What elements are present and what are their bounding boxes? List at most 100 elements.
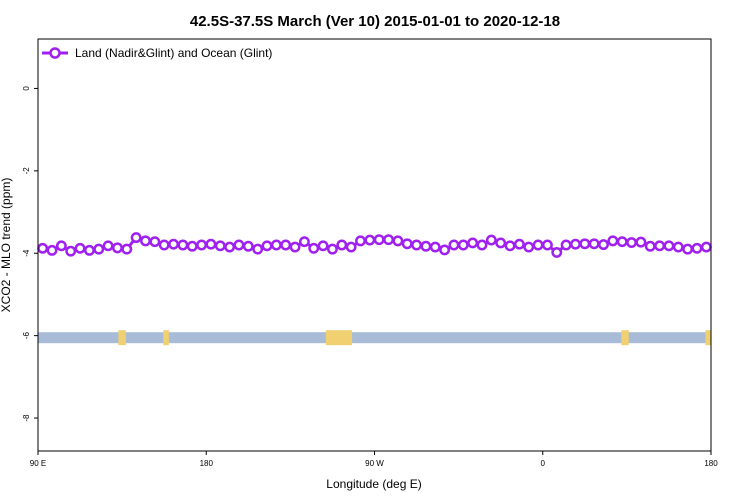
- data-point: [448, 239, 460, 251]
- data-point: [504, 240, 516, 252]
- data-point: [626, 237, 637, 248]
- data-point: [196, 239, 208, 251]
- landmask-strip: [38, 330, 711, 346]
- data-point: [186, 240, 198, 252]
- data-point: [476, 239, 488, 251]
- land-patch: [705, 330, 711, 346]
- data-point: [579, 238, 591, 250]
- data-point: [289, 241, 301, 253]
- y-tick-labels: 0 -2 -4 -6 -8: [22, 86, 31, 422]
- data-point: [224, 241, 236, 253]
- data-point: [112, 242, 123, 254]
- data-point: [177, 239, 189, 251]
- data-point: [607, 235, 619, 247]
- data-point: [298, 236, 310, 248]
- data-point: [672, 241, 684, 253]
- data-point: [149, 236, 161, 248]
- y-tick-label: 0: [22, 86, 31, 91]
- data-point: [140, 235, 151, 247]
- data-point: [205, 238, 217, 250]
- data-point: [345, 241, 357, 253]
- data-point: [495, 237, 507, 249]
- legend-label: Land (Nadir&Glint) and Ocean (Glint): [75, 46, 272, 60]
- x-axis-label: Longitude (deg E): [326, 477, 421, 491]
- data-point: [532, 239, 544, 251]
- x-tick-label: 90 W: [365, 459, 384, 468]
- data-point: [233, 239, 245, 251]
- data-point: [46, 244, 58, 256]
- data-point: [121, 243, 133, 255]
- x-tick-label: 180: [200, 459, 214, 468]
- data-point: [93, 243, 105, 255]
- data-point: [654, 240, 666, 252]
- data-point: [392, 235, 404, 247]
- series-layer: [37, 232, 712, 258]
- legend: Land (Nadir&Glint) and Ocean (Glint): [42, 46, 272, 60]
- legend-marker: [49, 47, 61, 59]
- data-point: [317, 240, 329, 252]
- y-tick-label: -4: [22, 249, 31, 257]
- y-tick-label: -8: [22, 414, 31, 422]
- data-point: [252, 243, 264, 255]
- data-point: [364, 234, 376, 246]
- data-point: [523, 241, 535, 253]
- data-point: [420, 240, 432, 252]
- data-point: [102, 240, 114, 252]
- data-point: [383, 234, 394, 246]
- data-point: [485, 234, 497, 246]
- data-point: [467, 237, 479, 249]
- data-point: [326, 243, 338, 255]
- data-point: [280, 239, 292, 251]
- data-point: [439, 244, 451, 256]
- plot-frame: [37, 38, 712, 452]
- data-point: [55, 240, 67, 252]
- data-point: [457, 239, 469, 251]
- data-point: [616, 236, 628, 248]
- data-point: [513, 238, 525, 250]
- land-patch: [163, 330, 169, 346]
- land-patch: [118, 330, 126, 346]
- tick-marks: [34, 87, 712, 455]
- data-point: [691, 242, 703, 254]
- data-point: [700, 241, 712, 253]
- data-point: [541, 239, 553, 251]
- data-point: [308, 242, 320, 254]
- chart-title: 42.5S-37.5S March (Ver 10) 2015-01-01 to…: [190, 13, 560, 30]
- data-point: [37, 242, 49, 254]
- data-point: [644, 240, 656, 252]
- data-point: [83, 244, 95, 256]
- data-point: [130, 232, 142, 244]
- data-point: [168, 238, 179, 250]
- x-tick-label: 90 E: [30, 459, 46, 468]
- data-point: [635, 236, 647, 248]
- data-point: [74, 242, 86, 254]
- y-axis-label: XCO2 - MLO trend (ppm): [0, 178, 13, 313]
- data-point: [560, 239, 572, 251]
- x-tick-label: 180: [704, 459, 718, 468]
- y-tick-label: -6: [22, 332, 31, 340]
- data-point: [261, 240, 273, 252]
- data-point: [65, 245, 77, 257]
- data-point: [214, 240, 226, 252]
- x-tick-labels: 90 E 180 90 W 0 180: [30, 459, 718, 468]
- land-patch: [621, 330, 629, 346]
- data-point: [682, 243, 694, 255]
- data-point: [663, 240, 675, 252]
- data-point: [588, 238, 600, 250]
- data-point: [429, 241, 441, 253]
- data-point: [411, 239, 423, 251]
- data-point: [336, 239, 348, 251]
- data-point: [551, 246, 563, 258]
- x-tick-label: 0: [541, 459, 546, 468]
- data-point: [401, 238, 413, 250]
- y-tick-label: -2: [22, 167, 31, 175]
- land-patch: [325, 330, 353, 346]
- data-point: [270, 239, 282, 251]
- data-point: [242, 240, 254, 252]
- data-point: [373, 234, 385, 246]
- data-point: [598, 239, 609, 251]
- data-point: [570, 238, 581, 250]
- data-point: [355, 235, 366, 247]
- data-point: [158, 239, 170, 251]
